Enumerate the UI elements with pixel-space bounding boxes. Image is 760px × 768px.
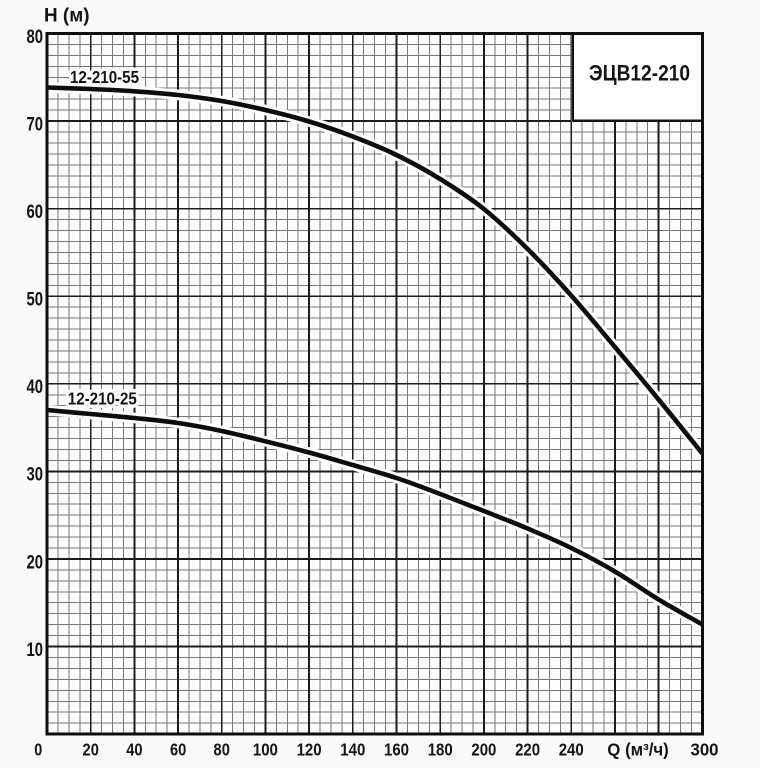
svg-text:140: 140 [340, 739, 365, 759]
svg-text:220: 220 [515, 739, 540, 759]
svg-text:60: 60 [27, 202, 44, 223]
svg-text:240: 240 [559, 739, 584, 759]
svg-text:50: 50 [27, 290, 44, 311]
svg-text:60: 60 [170, 739, 186, 759]
svg-text:12-210-55: 12-210-55 [70, 67, 139, 87]
svg-text:80: 80 [214, 739, 230, 759]
svg-text:H (м): H (м) [44, 6, 90, 27]
svg-text:10: 10 [27, 640, 44, 661]
svg-text:0: 0 [34, 739, 42, 759]
svg-text:120: 120 [297, 739, 322, 759]
svg-text:200: 200 [471, 739, 496, 759]
svg-text:300: 300 [691, 739, 719, 759]
svg-text:70: 70 [27, 114, 44, 135]
svg-text:100: 100 [253, 739, 278, 759]
svg-text:160: 160 [384, 739, 409, 759]
svg-text:Q (м³/ч): Q (м³/ч) [607, 739, 669, 759]
svg-text:40: 40 [27, 377, 44, 398]
svg-text:40: 40 [126, 739, 142, 759]
svg-text:20: 20 [27, 552, 44, 573]
svg-text:180: 180 [428, 739, 453, 759]
svg-text:ЭЦВ12-210: ЭЦВ12-210 [589, 61, 690, 86]
svg-text:20: 20 [83, 739, 99, 759]
svg-text:30: 30 [27, 465, 44, 486]
svg-text:12-210-25: 12-210-25 [68, 388, 137, 408]
svg-text:80: 80 [27, 27, 44, 48]
